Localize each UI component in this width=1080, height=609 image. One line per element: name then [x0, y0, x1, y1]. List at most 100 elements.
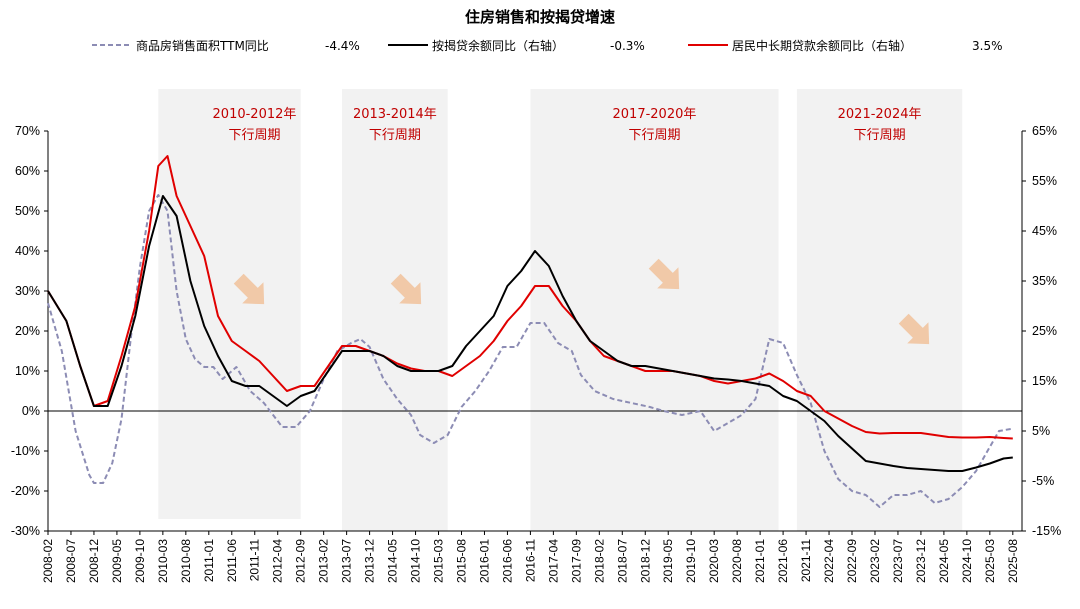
x-tick-label: 2011-11 [248, 539, 262, 582]
right-tick-label: -15% [1032, 524, 1061, 538]
right-tick-label: 35% [1032, 274, 1057, 288]
x-tick-label: 2022-09 [845, 539, 859, 583]
down-arrow-icon [233, 273, 265, 305]
legend-label-mortgage: 按揭贷余额同比（右轴） [432, 38, 564, 53]
x-tick-label: 2014-10 [409, 539, 423, 583]
right-tick-label: -5% [1032, 474, 1054, 488]
legend-value-mortgage: -0.3% [610, 39, 645, 53]
shaded-period-2 [342, 89, 448, 531]
x-tick-label: 2013-02 [317, 539, 331, 583]
left-tick-label: -20% [11, 484, 40, 498]
x-tick-label: 2015-03 [432, 539, 446, 583]
x-tick-label: 2020-03 [707, 539, 721, 583]
right-tick-label: 45% [1032, 224, 1057, 238]
arrow-shape [390, 273, 422, 305]
legend-label-household: 居民中长期贷款余额同比（右轴） [732, 38, 912, 53]
shaded-period-3 [530, 89, 779, 531]
left-tick-label: 70% [15, 124, 40, 138]
left-tick-label: 60% [15, 164, 40, 178]
shaded-periods [158, 89, 963, 531]
arrow-shape [233, 273, 265, 305]
right-tick-label: 55% [1032, 174, 1057, 188]
left-tick-label: 40% [15, 244, 40, 258]
x-tick-label: 2010-08 [179, 539, 193, 583]
left-tick-label: 10% [15, 364, 40, 378]
x-tick-label: 2013-12 [363, 539, 377, 583]
legend-label-sales: 商品房销售面积TTM同比 [136, 38, 269, 53]
series-line-mortgage [47, 195, 1013, 472]
x-tick-label: 2018-07 [615, 539, 629, 583]
period-sublabel-3: 下行周期 [628, 128, 680, 143]
x-tick-label: 2008-02 [41, 539, 55, 583]
shaded-period-4 [796, 89, 963, 531]
period-label-1: 2010-2012年 [213, 107, 297, 122]
x-tick-label: 2023-07 [891, 539, 905, 583]
axes: 70% 60% 50% 40% 30% 20% 10% 0% -10% -20% -30% 65% 55… [11, 124, 1061, 583]
series-lines [47, 155, 1013, 508]
period-label-4: 2021-2024年 [838, 107, 922, 122]
period-label-2: 2013-2014年 [353, 107, 437, 122]
series-line-sales [47, 194, 1013, 508]
x-tick-label: 2024-05 [937, 539, 951, 583]
x-tick-label: 2012-09 [294, 539, 308, 583]
period-label-3: 2017-2020年 [613, 107, 697, 122]
x-tick-label: 2016-01 [477, 539, 491, 583]
left-tick-label: 0% [22, 404, 40, 418]
series-line-household [47, 155, 1013, 440]
x-tick-label: 2016-06 [500, 539, 514, 583]
x-tick-label: 2019-05 [661, 539, 675, 583]
x-tick-label: 2025-08 [1006, 539, 1020, 583]
x-tick-label: 2023-02 [868, 539, 882, 583]
x-tick-label: 2017-04 [546, 539, 560, 583]
legend-value-household: 3.5% [972, 39, 1003, 53]
x-tick-label: 2021-06 [776, 539, 790, 583]
x-tick-label: 2012-04 [271, 539, 285, 583]
x-tick-label: 2011-06 [225, 539, 239, 582]
x-tick-label: 2021-01 [753, 539, 767, 583]
left-tick-label: -30% [11, 524, 40, 538]
x-tick-label: 2010-03 [156, 539, 170, 583]
period-sublabel-2: 下行周期 [369, 128, 421, 143]
x-tick-label: 2014-05 [386, 539, 400, 583]
right-tick-label: 65% [1032, 124, 1057, 138]
left-tick-label: 20% [15, 324, 40, 338]
x-tick-label: 2021-11 [799, 539, 813, 582]
down-arrow-icon [648, 258, 680, 290]
x-tick-label: 2024-10 [960, 539, 974, 583]
right-tick-label: 15% [1032, 374, 1057, 388]
x-tick-label: 2008-07 [64, 539, 78, 583]
x-tick-label: 2016-11 [523, 539, 537, 582]
x-tick-label: 2015-08 [454, 539, 468, 583]
x-tick-label: 2023-12 [914, 539, 928, 583]
right-tick-label: 25% [1032, 324, 1057, 338]
x-tick-label: 2017-09 [569, 539, 583, 583]
arrow-shape [648, 258, 680, 290]
x-tick-label: 2018-12 [638, 539, 652, 583]
down-arrow-icon [898, 313, 930, 345]
x-tick-label: 2018-02 [592, 539, 606, 583]
right-tick-label: 5% [1032, 424, 1050, 438]
legend-value-sales: -4.4% [325, 39, 360, 53]
left-tick-label: 50% [15, 204, 40, 218]
legend: 商品房销售面积TTM同比 -4.4% 按揭贷余额同比（右轴） -0.3% 居民中… [92, 38, 1003, 53]
arrow-shape [898, 313, 930, 345]
x-tick-label: 2013-07 [340, 539, 354, 583]
left-tick-label: 30% [15, 284, 40, 298]
x-tick-label: 2020-08 [730, 539, 744, 583]
left-tick-label: -10% [11, 444, 40, 458]
x-tick-label: 2019-10 [684, 539, 698, 583]
down-arrow-icon [390, 273, 422, 305]
period-sublabel-1: 下行周期 [228, 128, 280, 143]
period-sublabel-4: 下行周期 [854, 128, 906, 143]
x-tick-label: 2022-04 [822, 539, 836, 583]
x-tick-label: 2009-05 [110, 539, 124, 583]
chart-title: 住房销售和按揭贷增速 [465, 8, 615, 26]
x-tick-label: 2025-03 [983, 539, 997, 583]
x-tick-label: 2011-01 [202, 539, 216, 582]
shaded-period-1 [158, 89, 301, 519]
x-tick-label: 2009-10 [133, 539, 147, 583]
period-labels: 2010-2012年下行周期2013-2014年下行周期2017-2020年下行… [213, 107, 922, 143]
x-tick-label: 2008-12 [87, 539, 101, 583]
down-arrows [233, 258, 930, 345]
